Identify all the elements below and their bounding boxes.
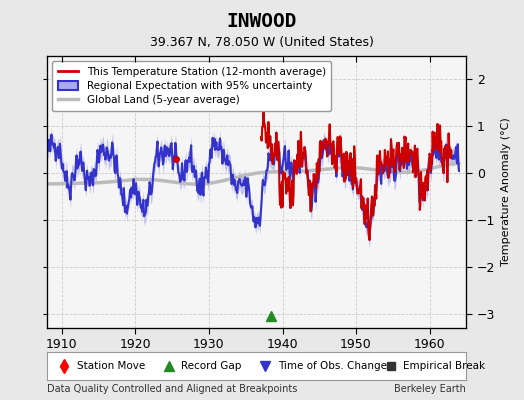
Y-axis label: Temperature Anomaly (°C): Temperature Anomaly (°C) [501, 118, 511, 266]
Text: Berkeley Earth: Berkeley Earth [395, 384, 466, 394]
Text: Record Gap: Record Gap [181, 361, 242, 371]
Legend: This Temperature Station (12-month average), Regional Expectation with 95% uncer: This Temperature Station (12-month avera… [52, 61, 331, 111]
Text: INWOOD: INWOOD [227, 12, 297, 31]
Text: 39.367 N, 78.050 W (United States): 39.367 N, 78.050 W (United States) [150, 36, 374, 49]
Text: Empirical Break: Empirical Break [403, 361, 486, 371]
Text: Time of Obs. Change: Time of Obs. Change [278, 361, 387, 371]
Text: Data Quality Controlled and Aligned at Breakpoints: Data Quality Controlled and Aligned at B… [47, 384, 298, 394]
Text: Station Move: Station Move [77, 361, 145, 371]
